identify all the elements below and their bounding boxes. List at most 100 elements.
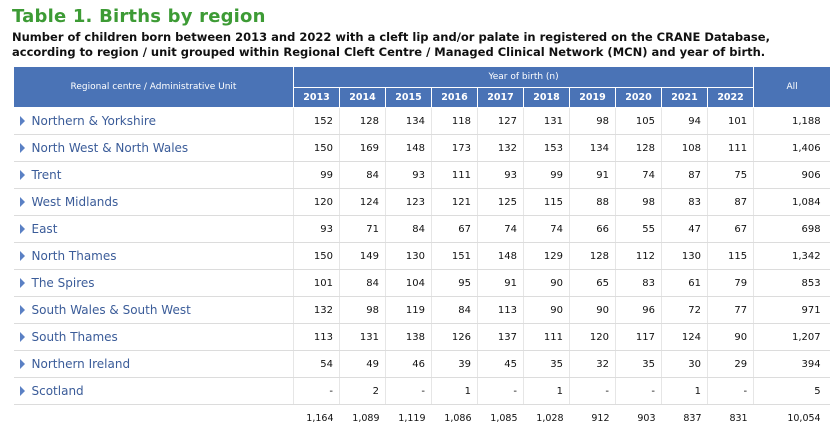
value-cell: 128 xyxy=(569,242,616,270)
value-cell: 84 xyxy=(339,269,386,297)
value-cell: 77 xyxy=(706,296,754,324)
value-cell: - xyxy=(385,377,432,405)
region-cell[interactable]: North West & North Wales xyxy=(13,134,294,162)
value-cell: 148 xyxy=(385,134,432,162)
value-cell: 91 xyxy=(569,161,616,189)
table-row[interactable]: Northern & Yorkshire 152 128 134 118 127 131 98… xyxy=(13,107,830,135)
region-cell[interactable]: West Midlands xyxy=(13,188,294,216)
region-cell[interactable]: South Thames xyxy=(13,323,294,351)
value-cell: 83 xyxy=(661,188,708,216)
value-cell: 35 xyxy=(523,350,570,378)
value-cell: 84 xyxy=(385,215,432,243)
value-cell: 61 xyxy=(661,269,708,297)
totals-row: 1,164 1,089 1,119 1,086 1,085 1,028 912 903 837 8… xyxy=(14,404,830,431)
expand-triangle-icon[interactable] xyxy=(19,332,25,342)
expand-triangle-icon[interactable] xyxy=(19,116,25,126)
value-cell: 113 xyxy=(293,323,340,351)
table-row[interactable]: The Spires 101 84 104 95 91 90 65 83 61 79 853 xyxy=(13,269,830,297)
all-cell: 906 xyxy=(753,161,830,189)
region-label[interactable]: West Midlands xyxy=(31,195,119,209)
value-cell: 111 xyxy=(523,323,570,351)
table-row[interactable]: North West & North Wales 150 169 148 173 132 1… xyxy=(13,134,830,162)
value-cell: 91 xyxy=(477,269,524,297)
value-cell: 66 xyxy=(569,215,616,243)
region-label[interactable]: East xyxy=(31,222,58,236)
value-cell: - xyxy=(706,377,754,405)
expand-triangle-icon[interactable] xyxy=(19,251,25,261)
value-cell: 118 xyxy=(431,107,478,135)
expand-triangle-icon[interactable] xyxy=(19,359,25,369)
region-label[interactable]: Scotland xyxy=(31,384,84,398)
region-cell[interactable]: Northern Ireland xyxy=(13,350,294,378)
table-row[interactable]: South Wales & South West 132 98 119 84 113 90 9… xyxy=(13,296,830,324)
table-row[interactable]: Scotland -2-1-1- -1-5 xyxy=(13,377,830,405)
value-cell: 125 xyxy=(477,188,524,216)
expand-triangle-icon[interactable] xyxy=(19,278,25,288)
region-label[interactable]: Northern & Yorkshire xyxy=(31,114,156,128)
value-cell: 127 xyxy=(477,107,524,135)
year-header-2013: 2013 xyxy=(293,87,340,108)
region-label[interactable]: The Spires xyxy=(31,276,95,290)
value-cell: 149 xyxy=(339,242,386,270)
table-row[interactable]: South Thames 113 131 138 126 137 111 120 117 124 9… xyxy=(13,323,830,351)
table-row[interactable]: North Thames 150 149 130 151 148 129 128 112 130 1… xyxy=(13,242,830,270)
region-label[interactable]: Trent xyxy=(31,168,62,182)
value-cell: 128 xyxy=(615,134,662,162)
total-cell: 1,089 xyxy=(339,404,386,431)
region-label[interactable]: South Wales & South West xyxy=(31,303,191,317)
year-header-2014: 2014 xyxy=(339,87,386,108)
value-cell: - xyxy=(569,377,616,405)
region-cell[interactable]: East xyxy=(13,215,294,243)
region-cell[interactable]: North Thames xyxy=(13,242,294,270)
value-cell: 49 xyxy=(339,350,386,378)
value-cell: 138 xyxy=(385,323,432,351)
total-cell: 1,085 xyxy=(477,404,524,431)
value-cell: 152 xyxy=(293,107,340,135)
value-cell: 98 xyxy=(569,107,616,135)
value-cell: 67 xyxy=(431,215,478,243)
region-cell[interactable]: The Spires xyxy=(13,269,294,297)
region-cell[interactable]: South Wales & South West xyxy=(13,296,294,324)
value-cell: 1 xyxy=(523,377,570,405)
region-label[interactable]: North West & North Wales xyxy=(31,141,189,155)
total-cell: 1,164 xyxy=(293,404,340,431)
region-label[interactable]: North Thames xyxy=(31,249,117,263)
total-cell: 1,119 xyxy=(385,404,432,431)
value-cell: 104 xyxy=(385,269,432,297)
value-cell: 148 xyxy=(477,242,524,270)
value-cell: 75 xyxy=(706,161,754,189)
table-row[interactable]: West Midlands 120 124 123 121 125 115 88 98 83 87 1… xyxy=(13,188,830,216)
all-cell: 1,342 xyxy=(753,242,830,270)
region-cell[interactable]: Northern & Yorkshire xyxy=(13,107,294,135)
expand-triangle-icon[interactable] xyxy=(19,305,25,315)
table-row[interactable]: East 93 71 84 67 74 74 66 55 47 67 698 xyxy=(13,215,830,243)
year-header-2019: 2019 xyxy=(569,87,616,108)
table-row[interactable]: Northern Ireland 54 49 46 39 45 35 32 35 30 29 394 xyxy=(13,350,830,378)
total-cell: 1,028 xyxy=(523,404,570,431)
expand-triangle-icon[interactable] xyxy=(19,224,25,234)
region-label[interactable]: South Thames xyxy=(31,330,118,344)
year-header-2022: 2022 xyxy=(706,87,755,108)
all-cell: 1,406 xyxy=(753,134,830,162)
region-cell[interactable]: Scotland xyxy=(13,377,294,405)
value-cell: 67 xyxy=(706,215,754,243)
value-cell: 137 xyxy=(477,323,524,351)
total-cell: 831 xyxy=(707,404,754,431)
value-cell: 74 xyxy=(615,161,662,189)
value-cell: 1 xyxy=(661,377,708,405)
region-label[interactable]: Northern Ireland xyxy=(31,357,131,371)
table-row[interactable]: Trent 99 84 93 111 93 99 91 74 87 75 906 xyxy=(13,161,830,189)
value-cell: 87 xyxy=(706,188,754,216)
year-header-2016: 2016 xyxy=(431,87,478,108)
all-cell: 853 xyxy=(753,269,830,297)
expand-triangle-icon[interactable] xyxy=(19,386,25,396)
all-cell: 1,207 xyxy=(753,323,830,351)
value-cell: 117 xyxy=(615,323,662,351)
value-cell: 90 xyxy=(523,296,570,324)
expand-triangle-icon[interactable] xyxy=(19,143,25,153)
region-cell[interactable]: Trent xyxy=(13,161,294,189)
total-cell: 837 xyxy=(661,404,708,431)
expand-triangle-icon[interactable] xyxy=(19,197,25,207)
expand-triangle-icon[interactable] xyxy=(19,170,25,180)
